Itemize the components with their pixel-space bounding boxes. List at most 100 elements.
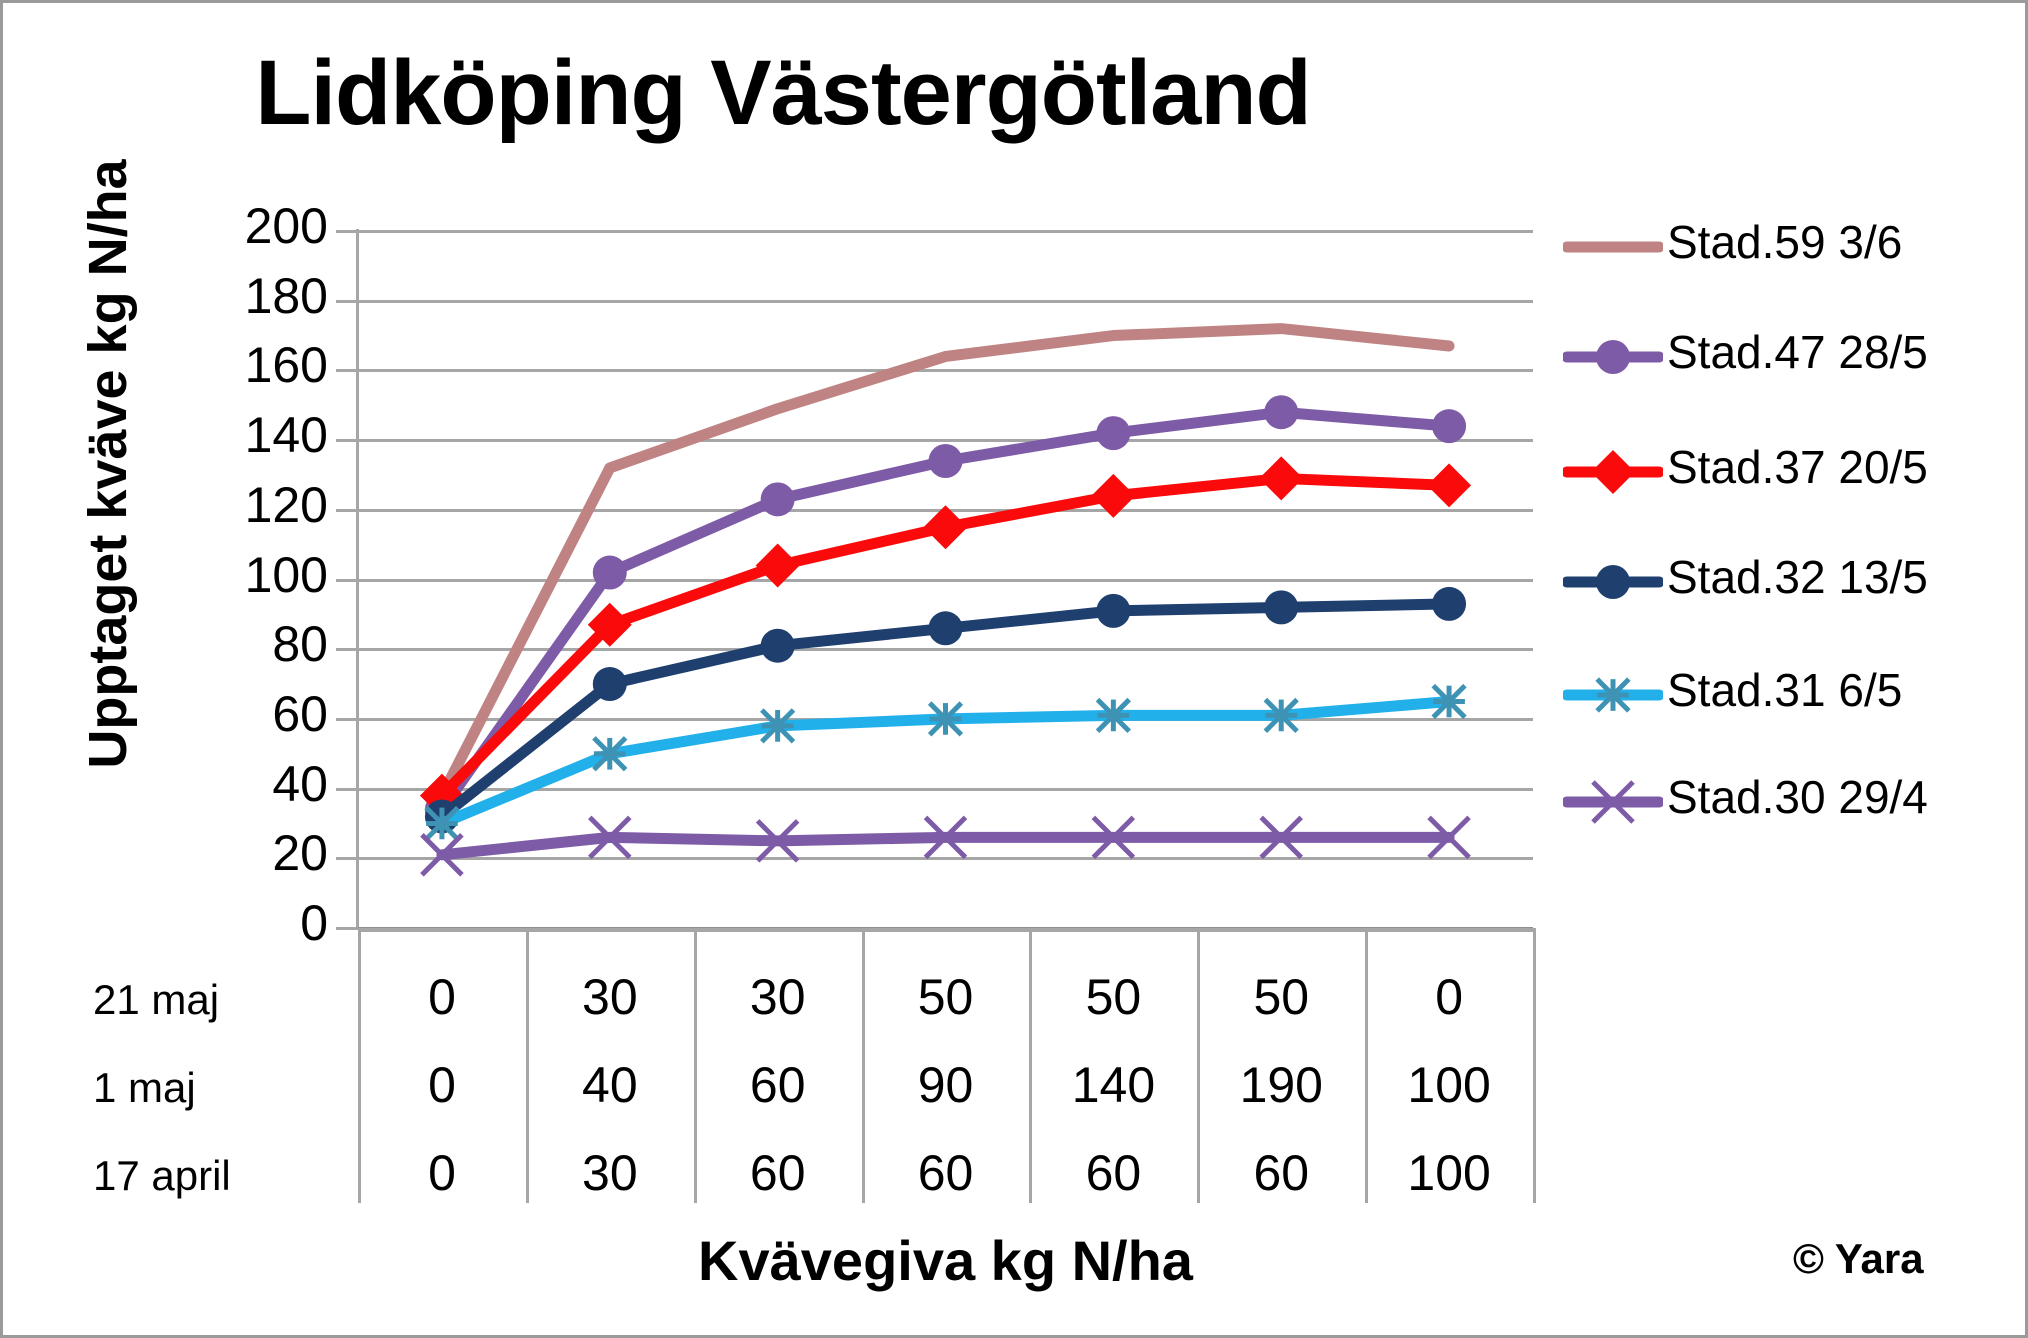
y-axis-tick-label: 20 — [272, 825, 328, 882]
table-cell: 140 — [1071, 1057, 1156, 1113]
data-point-diamond — [419, 773, 464, 818]
gridline — [358, 648, 1533, 652]
y-axis-tick — [336, 508, 358, 512]
chart-title: Lidköping Västergötland — [255, 42, 1311, 144]
y-axis-tick — [336, 369, 358, 373]
data-point-star — [927, 701, 964, 737]
data-point-diamond — [587, 602, 632, 647]
table-cell: 50 — [917, 969, 974, 1025]
table-cell: 100 — [1407, 1057, 1491, 1113]
y-axis-tick — [336, 717, 358, 721]
table-cell: 30 — [582, 969, 638, 1025]
data-point-cross — [923, 815, 968, 860]
data-point-cross — [755, 819, 800, 863]
legend-label: Stad.32 13/5 — [1667, 551, 1928, 603]
data-point-cross — [420, 833, 464, 877]
legend-swatch-circle-icon — [1561, 558, 1665, 606]
data-point-circle — [592, 555, 627, 590]
table-cell: 60 — [749, 1057, 806, 1113]
data-point-diamond — [1427, 463, 1472, 508]
y-axis-tick-label: 180 — [244, 267, 328, 324]
table-cell: 30 — [749, 969, 806, 1025]
table-cell: 60 — [1085, 1145, 1142, 1201]
table-cell: 190 — [1239, 1057, 1323, 1113]
y-axis-tick — [336, 439, 358, 443]
gridline — [358, 299, 1533, 303]
data-point-cross — [1259, 815, 1303, 860]
y-axis-tick-label: 120 — [244, 476, 328, 533]
table-cell: 60 — [1253, 1145, 1310, 1201]
data-point-star — [592, 736, 628, 772]
table-column-divider — [1197, 928, 1200, 1203]
data-point-diamond — [923, 505, 968, 550]
data-point-cross — [588, 815, 632, 860]
series-plot-area — [419, 323, 1472, 877]
data-point-circle — [592, 667, 627, 702]
series-line — [436, 323, 1455, 802]
y-axis-tick — [336, 299, 358, 303]
table-column-divider — [862, 928, 865, 1203]
table-cell: 50 — [1253, 969, 1310, 1025]
legend-label: Stad.47 28/5 — [1667, 326, 1928, 378]
legend-swatch-diamond-icon — [1561, 448, 1665, 496]
x-axis-title: Kvävegiva kg N/ha — [698, 1229, 1193, 1292]
data-point-diamond — [755, 543, 800, 588]
data-point-circle — [1096, 593, 1131, 628]
data-point-star — [1095, 697, 1131, 734]
table-column-divider — [358, 928, 361, 1203]
legend-label: Stad.31 6/5 — [1667, 664, 1903, 716]
data-point-circle — [928, 611, 963, 646]
data-point-diamond — [1259, 456, 1304, 501]
table-cell: 90 — [917, 1057, 974, 1113]
data-point-circle — [1432, 409, 1467, 444]
y-axis-tick — [336, 648, 358, 652]
table-cell: 0 — [428, 1057, 456, 1113]
data-point-cross — [1591, 780, 1635, 824]
data-point-star — [1263, 697, 1299, 734]
data-point-cross — [1091, 815, 1136, 860]
gridline — [358, 578, 1533, 582]
y-axis-tick — [336, 927, 358, 930]
y-axis-tick — [336, 230, 358, 233]
table-column-divider — [694, 928, 697, 1203]
data-point-circle — [760, 482, 795, 517]
table-top-border — [358, 928, 1533, 932]
data-point-circle — [760, 628, 795, 663]
treatment-table: 21 maj 0 30 30 50 50 50 0 1 maj 0 40 60 90 140 190 100 1… — [93, 928, 1536, 1203]
y-axis-tick-label: 40 — [272, 755, 328, 812]
table-column-divider — [1365, 928, 1368, 1203]
y-axis-tick — [336, 857, 358, 861]
y-axis-tick-label: 160 — [244, 337, 328, 394]
gridline — [358, 787, 1533, 791]
gridline — [358, 230, 1533, 233]
y-axis-tick-label: 80 — [272, 616, 328, 673]
copyright-notice: © Yara — [1793, 1235, 1924, 1282]
data-point-diamond — [1591, 450, 1635, 494]
data-point-circle — [1596, 565, 1630, 599]
table-row-label: 21 maj — [93, 976, 220, 1023]
y-axis-tick-label: 60 — [272, 685, 328, 742]
gridline — [358, 857, 1533, 861]
data-point-star — [424, 805, 460, 842]
y-axis-tick-label: 0 — [300, 895, 328, 951]
table-cell: 60 — [917, 1145, 974, 1201]
y-axis-tick-label: 100 — [244, 546, 328, 603]
table-cell: 0 — [428, 969, 456, 1025]
table-cell: 0 — [428, 1145, 456, 1201]
data-point-circle — [1096, 416, 1131, 451]
y-axis-tick — [336, 787, 358, 791]
data-point-star — [1431, 683, 1467, 720]
legend-swatch-circle-icon — [1561, 333, 1665, 381]
data-point-cross — [1427, 815, 1471, 860]
table-column-divider — [526, 928, 529, 1203]
gridline — [358, 369, 1533, 373]
y-axis-title: Upptaget kväve kg N/ha — [78, 159, 138, 769]
table-row-label: 17 april — [93, 1152, 231, 1199]
legend-label: Stad.37 20/5 — [1667, 441, 1928, 493]
y-axis-tick-label: 200 — [244, 198, 328, 254]
table-cell: 60 — [749, 1145, 806, 1201]
y-axis-tick — [336, 578, 358, 582]
legend-swatch-none-icon — [1561, 223, 1665, 271]
data-point-circle — [1432, 586, 1467, 621]
